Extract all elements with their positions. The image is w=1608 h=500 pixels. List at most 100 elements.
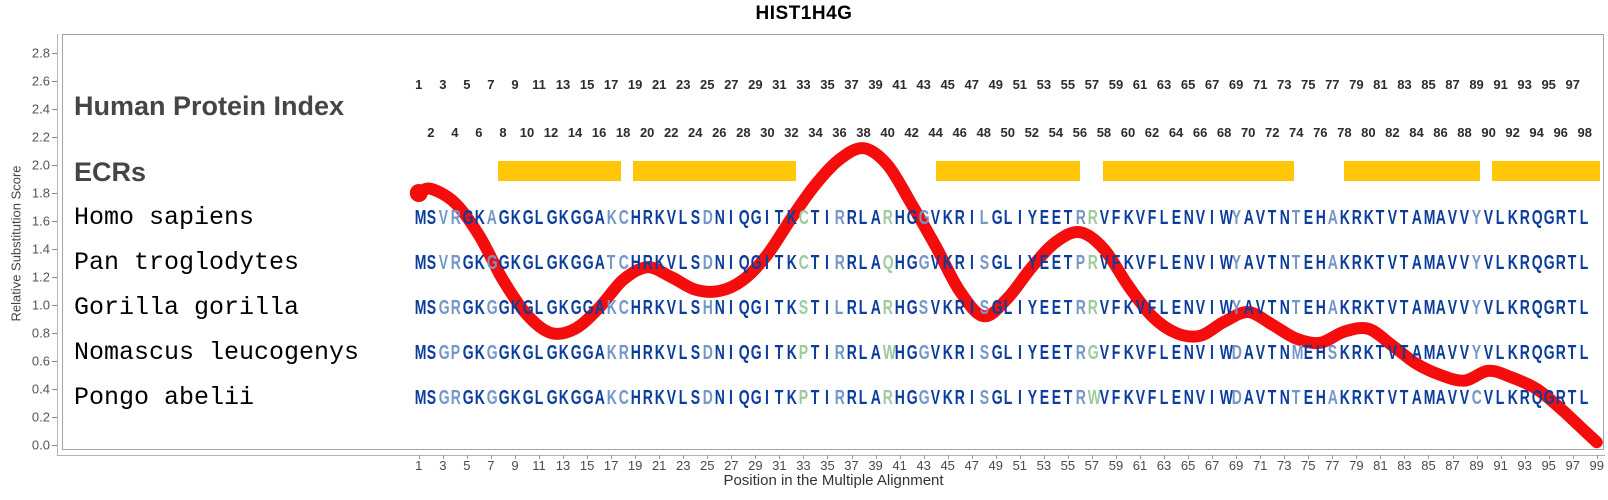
- sequence-letter: T: [1375, 297, 1385, 319]
- sequence-letter: I: [969, 252, 974, 274]
- top-index-odd: 63: [1156, 77, 1172, 92]
- sequence-letter: P: [450, 342, 460, 364]
- sequence-letter: R: [835, 387, 846, 409]
- sequence-letter: R: [1556, 252, 1567, 274]
- x-tick-label: 53: [1036, 458, 1052, 473]
- species-label-homo-sapiens: Homo sapiens: [74, 203, 255, 232]
- x-tick-label: 93: [1517, 458, 1532, 473]
- plot-title: HIST1H4G: [755, 3, 853, 24]
- sequence-letter: G: [1544, 207, 1555, 229]
- y-tick-label: 0.2: [31, 409, 50, 425]
- sequence-letter: I: [765, 387, 770, 409]
- sequence-letter: L: [1159, 207, 1169, 229]
- sequence-letter: E: [1171, 252, 1181, 274]
- sequence-letter: N: [714, 297, 726, 319]
- sequence-letter: K: [654, 252, 666, 274]
- sequence-letter: R: [847, 207, 858, 229]
- sequence-letter: R: [1351, 252, 1362, 274]
- sequence-letter: K: [1363, 387, 1374, 409]
- top-index-even: 10: [519, 125, 535, 140]
- x-tick-label: 43: [916, 458, 931, 473]
- sequence-letter: E: [1171, 297, 1181, 319]
- x-tick-label: 59: [1108, 458, 1124, 473]
- sequence-letter: R: [955, 297, 966, 319]
- y-tick-mark: [52, 389, 57, 390]
- x-tick-mark: [539, 455, 540, 459]
- sequence-letter: Q: [1532, 387, 1543, 409]
- sequence-letter: Y: [1027, 207, 1037, 229]
- sequence-letter: Q: [1532, 252, 1543, 274]
- sequence-letter: G: [438, 342, 450, 364]
- top-index-odd: 31: [772, 77, 787, 92]
- sequence-letter: V: [666, 342, 677, 364]
- sequence-letter: N: [714, 342, 726, 364]
- top-index-odd: 79: [1349, 77, 1364, 92]
- sequence-letter: G: [919, 207, 931, 229]
- sequence-letter: R: [450, 207, 461, 229]
- sequence-letter: G: [522, 297, 534, 319]
- sequence-letter: G: [919, 387, 931, 409]
- x-tick-mark: [1500, 455, 1502, 459]
- sequence-letter: V: [931, 387, 941, 409]
- top-index-odd: 19: [627, 77, 643, 92]
- x-tick-label: 1: [415, 458, 423, 473]
- sequence-letter: R: [1520, 387, 1531, 409]
- top-index-odd: 35: [820, 77, 835, 92]
- x-tick-mark: [1332, 455, 1334, 459]
- sequence-letter: K: [943, 297, 954, 319]
- sequence-letter: R: [1351, 342, 1362, 364]
- top-index-odd: 89: [1469, 77, 1484, 92]
- sequence-letter: G: [919, 342, 931, 364]
- sequence-letter: G: [438, 387, 450, 409]
- x-tick-label: 67: [1204, 458, 1220, 473]
- x-tick-label: 49: [988, 458, 1003, 473]
- sequence-letter: A: [1327, 252, 1338, 274]
- x-tick-mark: [851, 455, 853, 459]
- sequence-letter: V: [1195, 387, 1205, 409]
- sequence-letter: K: [1363, 342, 1374, 364]
- top-index-odd: 7: [487, 77, 495, 92]
- sequence-letter: K: [606, 342, 617, 364]
- sequence-letter: T: [1375, 252, 1385, 274]
- y-tick-mark: [52, 305, 57, 306]
- x-tick-mark: [490, 455, 492, 459]
- sequence-letter: M: [414, 207, 427, 229]
- sequence-letter: C: [618, 387, 629, 409]
- top-index-even: 36: [832, 125, 847, 140]
- sequence-letter: A: [1327, 297, 1338, 319]
- x-tick-label: 17: [603, 458, 619, 473]
- sequence-letter: V: [666, 207, 677, 229]
- sequence-letter: G: [570, 207, 582, 229]
- sequence-letter: F: [1147, 252, 1157, 274]
- x-tick-mark: [1212, 455, 1214, 459]
- sequence-letter: E: [1039, 387, 1049, 409]
- sequence-letter: K: [558, 207, 569, 229]
- ecr-bar: [1492, 161, 1601, 181]
- sequence-letter: K: [1123, 252, 1134, 274]
- x-tick-label: 89: [1469, 458, 1484, 473]
- sequence-letter: Q: [739, 252, 750, 274]
- sequence-letter: G: [751, 297, 762, 319]
- sequence-letter: S: [426, 342, 436, 364]
- sequence-letter: E: [1171, 342, 1181, 364]
- sequence-letter: N: [1279, 207, 1290, 229]
- sequence-letter: D: [702, 252, 714, 274]
- sequence-letter: K: [1508, 207, 1519, 229]
- sequence-letter: R: [1075, 207, 1086, 229]
- x-tick-label: 97: [1565, 458, 1580, 473]
- sequence-letter: H: [1315, 207, 1326, 229]
- sequence-letter: T: [775, 342, 784, 364]
- sequence-letter: R: [642, 252, 653, 274]
- sequence-letter: I: [765, 252, 770, 274]
- sequence-letter: K: [1508, 252, 1519, 274]
- sequence-letter: W: [1219, 387, 1233, 409]
- sequence-letter: I: [729, 252, 734, 274]
- sequence-letter: T: [1063, 342, 1072, 364]
- top-index-even: 90: [1481, 125, 1496, 140]
- sequence-letter: T: [1375, 342, 1385, 364]
- sequence-letter: A: [871, 342, 882, 364]
- x-tick-label: 45: [940, 458, 955, 473]
- sequence-letter: A: [1327, 207, 1338, 229]
- x-tick-mark: [947, 455, 949, 459]
- top-index-odd: 1: [415, 77, 423, 92]
